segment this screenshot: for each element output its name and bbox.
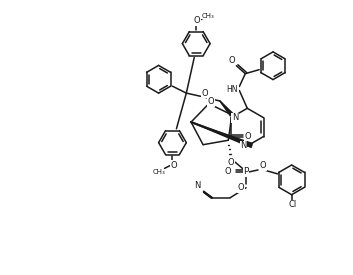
- Text: O: O: [259, 161, 266, 170]
- Text: N: N: [240, 141, 246, 150]
- Text: O: O: [228, 158, 235, 167]
- Text: P: P: [244, 167, 249, 177]
- Text: O: O: [202, 89, 208, 98]
- Text: N: N: [232, 113, 238, 122]
- Text: O: O: [245, 132, 251, 141]
- Text: O: O: [225, 167, 232, 177]
- Text: CH₃: CH₃: [202, 13, 215, 19]
- Text: O: O: [170, 161, 177, 170]
- Text: CH₃: CH₃: [152, 169, 165, 175]
- Text: N: N: [195, 181, 201, 190]
- Text: O: O: [194, 16, 201, 25]
- Text: HN: HN: [227, 85, 238, 94]
- Text: O: O: [238, 183, 245, 192]
- Text: O: O: [228, 56, 235, 65]
- Text: Cl: Cl: [288, 200, 297, 209]
- Polygon shape: [191, 122, 252, 147]
- Polygon shape: [220, 101, 233, 116]
- Text: O: O: [208, 97, 214, 106]
